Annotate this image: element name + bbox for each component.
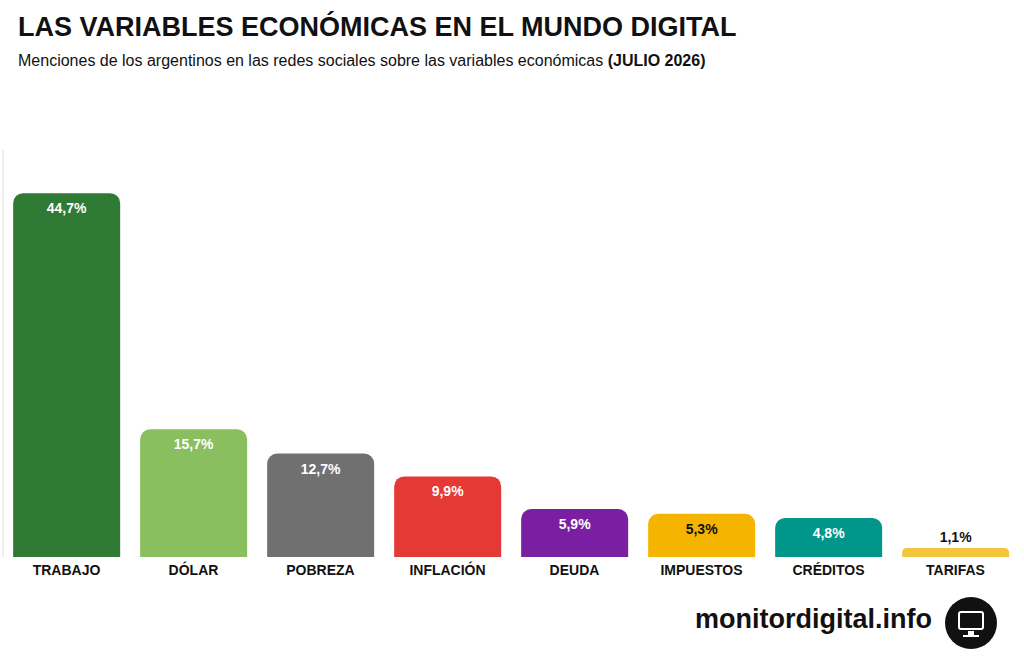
svg-text:1,1%: 1,1% <box>940 529 972 545</box>
svg-text:5,3%: 5,3% <box>686 521 718 537</box>
svg-text:TARIFAS: TARIFAS <box>926 562 985 578</box>
svg-text:POBREZA: POBREZA <box>286 562 354 578</box>
svg-text:44,7%: 44,7% <box>47 200 87 216</box>
svg-text:9,9%: 9,9% <box>432 483 464 499</box>
svg-text:12,7%: 12,7% <box>301 461 341 477</box>
html-text:LAS VARIABLES ECONÓMICAS EN EL: LAS VARIABLES ECONÓMICAS EN EL MUNDO DIG… <box>18 12 737 42</box>
svg-text:DEUDA: DEUDA <box>550 562 600 578</box>
svg-text:DÓLAR: DÓLAR <box>169 561 219 578</box>
svg-text:CRÉDITOS: CRÉDITOS <box>792 562 864 578</box>
html-text:monitordigital.info: monitordigital.info <box>695 604 932 634</box>
svg-text:TRABAJO: TRABAJO <box>33 562 101 578</box>
svg-text:IMPUESTOS: IMPUESTOS <box>660 562 742 578</box>
html-text:Menciones de los argentinos en: Menciones de los argentinos en las redes… <box>18 52 706 69</box>
svg-text:15,7%: 15,7% <box>174 436 214 452</box>
svg-text:INFLACIÓN: INFLACIÓN <box>409 561 485 578</box>
svg-text:4,8%: 4,8% <box>813 525 845 541</box>
svg-text:5,9%: 5,9% <box>559 516 591 532</box>
